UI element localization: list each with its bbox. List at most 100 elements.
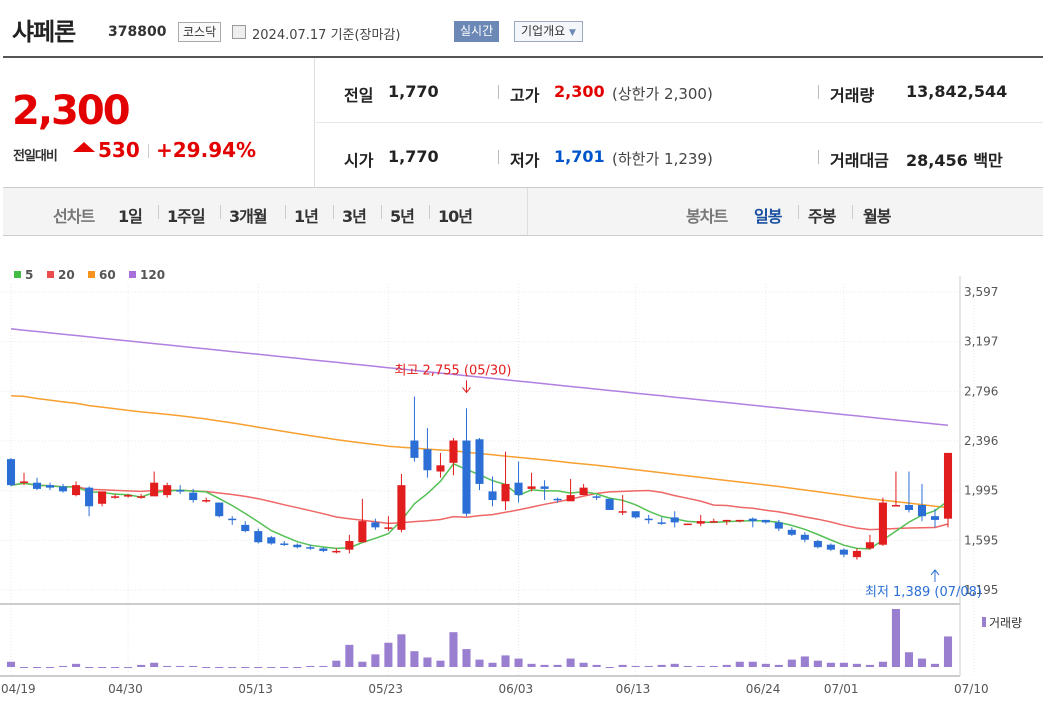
amount-label: 거래대금 xyxy=(830,151,889,170)
candle-body xyxy=(384,527,393,529)
volume-bar xyxy=(722,664,731,667)
volume-bar xyxy=(917,658,927,667)
candle-body xyxy=(774,522,783,529)
volume-bar xyxy=(813,660,822,667)
candle-body xyxy=(85,487,94,507)
divider xyxy=(798,205,799,219)
candle-body xyxy=(306,547,315,549)
legend-label-120: 120 xyxy=(140,268,165,282)
y-tick-label: 2,796 xyxy=(964,384,998,398)
candle-body xyxy=(592,496,601,498)
period-10y[interactable]: 10년 xyxy=(438,207,473,226)
candle-body xyxy=(735,519,744,522)
divider xyxy=(381,205,382,219)
volume-bar xyxy=(527,663,536,667)
quote-panel: 2,300 전일대비 530 +29.94% 전일 1,770 고가 2,300… xyxy=(3,56,1043,188)
legend-label-60: 60 xyxy=(99,268,116,282)
max-annotation: 최고 2,755 (05/30) xyxy=(394,363,511,378)
volume-bar xyxy=(345,644,354,667)
candle-body xyxy=(761,519,770,523)
prev-close-value: 1,770 xyxy=(388,82,439,101)
volume-bar xyxy=(943,636,953,667)
candle-body xyxy=(111,496,120,498)
change-rate: +29.94% xyxy=(156,138,257,162)
volume-bar xyxy=(319,665,328,667)
volume-bar xyxy=(657,664,666,667)
volume-bar xyxy=(865,664,874,667)
candle-body xyxy=(436,465,445,472)
candle-body xyxy=(371,522,380,528)
x-tick-label: 07/01 xyxy=(824,682,859,696)
legend-label-20: 20 xyxy=(58,268,75,282)
volume-bar xyxy=(241,667,250,668)
candle-body xyxy=(59,486,68,492)
candle-body xyxy=(150,482,159,497)
volume-bar xyxy=(397,634,406,667)
candle-body xyxy=(878,502,887,545)
legend-label-5: 5 xyxy=(25,268,33,282)
candle-body xyxy=(527,486,536,489)
up-arrow-icon xyxy=(73,142,95,152)
candle-body xyxy=(813,540,822,548)
candle-body xyxy=(423,449,432,471)
divider xyxy=(429,205,430,219)
candle-body xyxy=(280,543,289,545)
calendar-icon xyxy=(232,25,246,39)
candle-body xyxy=(189,492,198,501)
candle-body xyxy=(787,529,796,535)
volume-bar xyxy=(852,663,861,667)
x-tick-label: 04/30 xyxy=(108,682,143,696)
candle-daily[interactable]: 일봉 xyxy=(754,207,782,226)
volume-bar xyxy=(787,659,796,667)
volume-bar xyxy=(735,661,744,667)
candle-body xyxy=(683,523,692,526)
volume-bar xyxy=(904,652,913,667)
volume-label: 거래량 xyxy=(830,86,875,105)
chart-toolbar: 선차트 1일 1주일 3개월 1년 3년 5년 10년 봉차트 일봉 주봉 월봉 xyxy=(3,188,1043,236)
corp-overview-dropdown[interactable]: 기업개요 ▼ xyxy=(514,21,583,42)
candle-body xyxy=(202,500,211,502)
volume-legend-swatch xyxy=(982,617,986,627)
candle-body xyxy=(748,518,757,522)
period-3m[interactable]: 3개월 xyxy=(229,207,268,226)
candle-body xyxy=(254,531,263,543)
amount-value: 28,456 백만 xyxy=(906,151,1003,170)
period-1y[interactable]: 1년 xyxy=(294,207,319,226)
divider xyxy=(333,205,334,219)
candle-body xyxy=(358,521,367,543)
volume-value: 13,842,544 xyxy=(906,82,1008,101)
period-1w[interactable]: 1주일 xyxy=(167,207,206,226)
volume-bar xyxy=(163,665,172,667)
volume-bar xyxy=(839,662,848,667)
volume-bar xyxy=(384,642,393,667)
period-1d[interactable]: 1일 xyxy=(118,207,143,226)
legend-swatch-5 xyxy=(14,271,21,278)
candle-body xyxy=(462,440,471,514)
candle-monthly[interactable]: 월봉 xyxy=(863,207,891,226)
quote-row-1: 전일 1,770 고가 2,300 (상한가 2,300) 거래량 13,842… xyxy=(316,58,1043,123)
candle-weekly[interactable]: 주봉 xyxy=(808,207,836,226)
volume-bar xyxy=(111,667,120,668)
volume-bar xyxy=(6,661,16,667)
volume-bar xyxy=(592,664,601,667)
candle-body xyxy=(475,439,484,484)
volume-bar xyxy=(371,654,380,667)
period-3y[interactable]: 3년 xyxy=(342,207,367,226)
realtime-button[interactable]: 실시간 xyxy=(454,21,500,42)
candle-body xyxy=(46,485,55,488)
volume-bar xyxy=(553,664,562,667)
volume-bar xyxy=(878,661,887,667)
candle-body xyxy=(319,548,328,551)
candle-body xyxy=(488,491,497,501)
max-arrow-head xyxy=(462,387,471,394)
x-tick-label: 07/10 xyxy=(954,682,989,696)
x-tick-label: 04/19 xyxy=(1,682,36,696)
candle-body xyxy=(631,511,640,518)
low-value: 1,701 xyxy=(554,147,605,166)
volume-legend-label: 거래량 xyxy=(989,616,1022,630)
candle-body xyxy=(332,550,341,553)
volume-bar xyxy=(189,665,198,667)
period-5y[interactable]: 5년 xyxy=(390,207,415,226)
x-tick-label: 06/13 xyxy=(616,682,651,696)
candle-body xyxy=(501,483,510,502)
